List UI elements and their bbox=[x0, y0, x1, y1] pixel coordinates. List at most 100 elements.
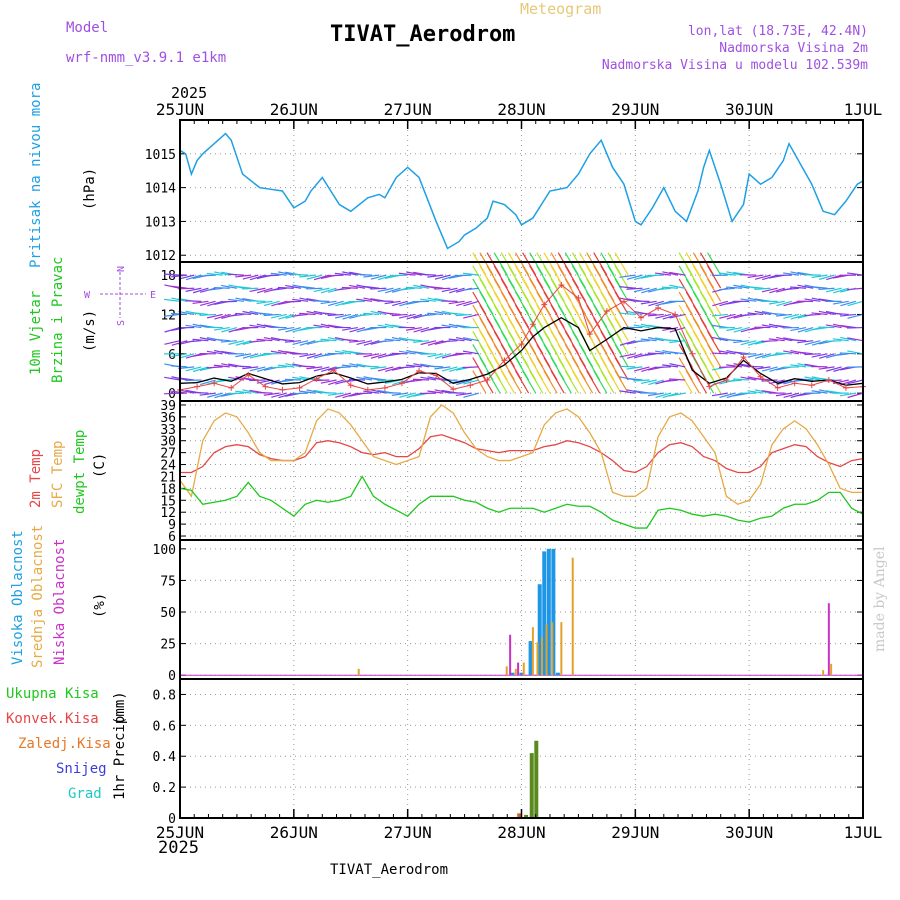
wind-arrow bbox=[413, 363, 430, 368]
wind-arrow bbox=[463, 392, 479, 398]
wind-gust-marker bbox=[347, 382, 354, 389]
wind-arrow bbox=[356, 313, 373, 317]
wind-arrow bbox=[662, 379, 679, 383]
wind-arrow bbox=[692, 252, 707, 276]
x-label-bottom: 25JUN bbox=[156, 823, 204, 842]
wind-arrow bbox=[647, 392, 664, 397]
wind-arrow bbox=[754, 389, 771, 394]
cloud-bar bbox=[540, 637, 543, 676]
wind-arrow bbox=[626, 389, 643, 394]
wind-arrow bbox=[811, 274, 828, 279]
wind-arrow bbox=[206, 287, 223, 291]
meteogram-label: Meteogram bbox=[520, 0, 602, 18]
wind-arrow bbox=[754, 310, 771, 316]
cloud-bar bbox=[542, 551, 547, 676]
x-label-top: 26JUN bbox=[270, 100, 318, 119]
wind-arrow bbox=[206, 350, 223, 355]
wind-arrow bbox=[356, 340, 373, 346]
wind-arrow bbox=[847, 392, 864, 399]
wind-arrow bbox=[235, 353, 252, 358]
wind-arrow bbox=[385, 287, 401, 294]
wind-arrow bbox=[783, 272, 800, 276]
wind-arrow bbox=[249, 340, 266, 343]
x-label-bottom: 27JUN bbox=[384, 823, 432, 842]
wind-arrow bbox=[420, 298, 437, 302]
wind-arrow bbox=[847, 350, 864, 355]
wind-arrow bbox=[761, 340, 778, 343]
y-tick-label: 1013 bbox=[145, 215, 176, 230]
cloud-bar bbox=[517, 662, 520, 676]
wind-arrow bbox=[256, 300, 273, 305]
wind-arrow bbox=[235, 285, 252, 289]
wind-arrow bbox=[783, 313, 800, 319]
wind-arrow bbox=[740, 313, 757, 317]
wind-arrow bbox=[413, 284, 430, 289]
wind-arrow bbox=[313, 366, 330, 372]
wind-arrow bbox=[811, 286, 828, 289]
y-tick-label: 50 bbox=[160, 606, 176, 621]
wind-arrow bbox=[434, 274, 451, 280]
wind-arrow bbox=[249, 300, 266, 302]
wind-arrow bbox=[405, 338, 422, 342]
wind-arrow bbox=[522, 252, 537, 276]
wind-arrow bbox=[633, 324, 650, 329]
wind-arrow bbox=[278, 392, 295, 399]
wind-arrow bbox=[370, 310, 387, 316]
wind-arrow bbox=[647, 313, 664, 317]
wind-arrow bbox=[214, 313, 230, 320]
wind-arrow bbox=[363, 340, 380, 346]
wind-arrow bbox=[640, 379, 657, 385]
wind-arrow bbox=[377, 366, 394, 372]
wind-arrow bbox=[747, 326, 764, 331]
x-label-top: 27JUN bbox=[384, 100, 432, 119]
wind-arrow bbox=[740, 298, 757, 302]
wind-arrow bbox=[213, 326, 230, 331]
wind-arrow bbox=[761, 379, 778, 382]
wind-arrow bbox=[472, 331, 487, 355]
wind-arrow bbox=[377, 340, 394, 343]
wind-arrow bbox=[747, 390, 764, 394]
cloud-bar bbox=[522, 662, 525, 676]
wind-arrow bbox=[292, 298, 309, 302]
wind-arrow bbox=[213, 286, 230, 289]
model-label: Model bbox=[66, 20, 109, 36]
wind-arrow bbox=[264, 379, 280, 386]
wind-arrow bbox=[662, 339, 679, 342]
wind-arrow bbox=[507, 252, 523, 276]
wind-gust-marker bbox=[723, 377, 730, 384]
wind-arrow bbox=[228, 273, 245, 276]
wind-arrow bbox=[479, 252, 494, 276]
wind-arrow bbox=[826, 366, 842, 372]
wind-gust-marker bbox=[194, 383, 201, 390]
wind-arrow bbox=[586, 252, 601, 276]
cloud-bar bbox=[822, 670, 825, 676]
wind-arrow bbox=[348, 340, 366, 343]
wind-gust-marker bbox=[655, 304, 662, 311]
wind-arrow bbox=[536, 252, 551, 276]
wind-arrow bbox=[427, 274, 444, 278]
wind-arrow bbox=[391, 336, 408, 342]
cloud-bar bbox=[545, 624, 548, 676]
wind-arrow bbox=[434, 287, 451, 290]
wind-arrow bbox=[263, 337, 280, 342]
wind-arrow bbox=[207, 392, 223, 398]
wind-arrow bbox=[335, 392, 351, 398]
wind-arrow bbox=[228, 392, 245, 395]
wind-arrow bbox=[221, 363, 238, 368]
wind-arrow bbox=[334, 366, 351, 369]
wind-arrow bbox=[235, 340, 252, 346]
wind-arrow bbox=[178, 310, 195, 316]
wind-arrow bbox=[299, 285, 316, 289]
wind-arrow bbox=[797, 326, 814, 333]
wind-arrow bbox=[263, 313, 280, 317]
wind-arrow bbox=[164, 298, 181, 302]
wind-arrow bbox=[761, 287, 778, 293]
wind-arrow bbox=[641, 287, 657, 294]
wind-arrow bbox=[472, 317, 487, 341]
wind-arrow bbox=[228, 340, 245, 345]
cloud-bar bbox=[510, 672, 515, 676]
wind-arrow bbox=[626, 287, 643, 290]
wind-arrow bbox=[797, 351, 814, 355]
precip-legend-snow: Snijeg bbox=[56, 761, 107, 777]
wind-arrow bbox=[185, 274, 202, 281]
